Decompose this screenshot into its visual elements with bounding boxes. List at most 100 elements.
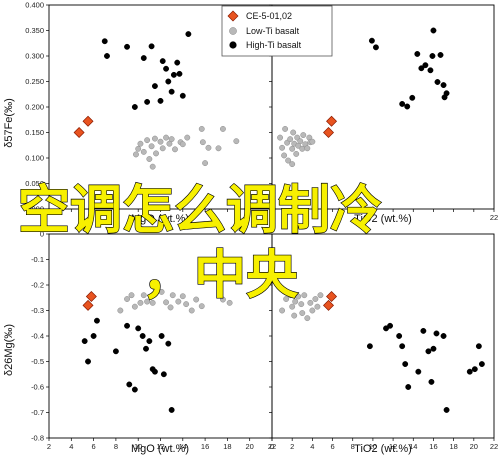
x-tick-label: 14 <box>409 442 417 451</box>
point-low-ti-basalt <box>169 292 176 299</box>
y-tick-label: -0.1 <box>31 255 44 264</box>
xlabel-bottom-right: TiO2 (wt.%) <box>354 443 412 455</box>
legend-label-high-ti: High-Ti basalt <box>246 40 302 50</box>
point-low-ti-basalt <box>151 290 158 297</box>
point-low-ti-basalt <box>287 292 294 299</box>
legend-label-ce5: CE-5-01,02 <box>246 11 292 21</box>
point-high-ti-basalt <box>131 104 138 110</box>
point-high-ti-basalt <box>139 333 146 339</box>
y-tick-label: 0.000 <box>25 205 44 214</box>
point-low-ti-basalt <box>188 307 195 314</box>
point-low-ti-basalt <box>299 310 306 316</box>
point-high-ti-basalt <box>160 371 167 378</box>
point-high-ti-basalt <box>366 343 373 350</box>
point-low-ti-basalt <box>137 140 144 147</box>
xlabel-top-right: TiO2 (wt.%) <box>354 213 412 225</box>
point-low-ti-basalt <box>282 125 289 132</box>
point-low-ti-basalt <box>279 144 286 151</box>
y-tick-label: -0.2 <box>31 281 44 290</box>
point-high-ti-basalt <box>440 82 447 89</box>
point-low-ti-basalt <box>144 298 151 305</box>
point-high-ti-basalt <box>415 368 422 375</box>
point-low-ti-basalt <box>300 132 307 139</box>
point-high-ti-basalt <box>124 322 131 329</box>
point-low-ti-basalt <box>144 137 151 144</box>
point-low-ti-basalt <box>215 145 222 152</box>
point-high-ti-basalt <box>427 67 434 74</box>
point-low-ti-basalt <box>140 148 147 155</box>
point-high-ti-basalt <box>466 368 473 375</box>
point-low-ti-basalt <box>298 301 305 308</box>
overlay-text-line1: 空调怎么调制冷 <box>18 181 382 241</box>
y-tick-label: 0.300 <box>25 52 44 61</box>
point-low-ti-basalt <box>226 299 233 306</box>
y-tick-label: 0.100 <box>25 154 44 163</box>
point-low-ti-basalt <box>301 292 308 299</box>
x-tick-label: 8 <box>114 442 118 451</box>
legend: CE-5-01,02 Low-Ti basalt High-Ti basalt <box>221 5 333 57</box>
point-ce-5-01-02 <box>85 290 97 302</box>
point-low-ti-basalt <box>149 163 156 170</box>
point-high-ti-basalt <box>143 345 149 352</box>
point-ce-5-01-02 <box>82 299 94 311</box>
y-tick-label: -0.7 <box>31 408 44 417</box>
x-tick-label: 8 <box>351 442 355 451</box>
plot-frame <box>271 233 495 439</box>
point-high-ti-basalt <box>409 94 416 101</box>
point-low-ti-basalt <box>307 299 314 306</box>
y-tick-label: -0.4 <box>31 332 44 341</box>
point-high-ti-basalt <box>405 384 412 390</box>
point-low-ti-basalt <box>175 298 182 305</box>
point-high-ti-basalt <box>471 366 478 373</box>
point-low-ti-basalt <box>293 150 300 157</box>
point-high-ti-basalt <box>124 43 131 50</box>
x-tick-label: 0 <box>270 442 274 451</box>
point-high-ti-basalt <box>185 31 192 38</box>
point-low-ti-basalt <box>148 143 155 150</box>
point-low-ti-basalt <box>205 144 212 151</box>
point-high-ti-basalt <box>104 53 110 59</box>
y-tick-label: 0.250 <box>25 77 44 86</box>
point-low-ti-basalt <box>289 145 296 152</box>
point-high-ti-basalt <box>418 65 425 72</box>
point-high-ti-basalt <box>168 407 175 413</box>
point-low-ti-basalt <box>163 299 170 306</box>
point-high-ti-basalt <box>475 343 482 350</box>
point-high-ti-basalt <box>440 333 447 339</box>
x-tick-label: 6 <box>92 442 96 451</box>
point-low-ti-basalt <box>279 307 286 314</box>
x-tick-label: 4 <box>310 442 314 451</box>
point-high-ti-basalt <box>420 327 427 334</box>
point-low-ti-basalt <box>281 152 288 159</box>
point-high-ti-basalt <box>90 333 97 339</box>
point-high-ti-basalt <box>414 51 421 57</box>
x-tick-label: 4 <box>69 442 73 451</box>
point-low-ti-basalt <box>117 307 124 314</box>
y-tick-label: 0.150 <box>25 128 44 137</box>
point-low-ti-basalt <box>292 298 299 305</box>
y-tick-label: 0.400 <box>25 1 44 10</box>
point-high-ti-basalt <box>165 78 172 85</box>
xlabel-top-left: MgO (wt.%) <box>131 213 189 225</box>
point-low-ti-basalt <box>157 138 164 145</box>
ylabel-bottom: δ26Mg(‰) <box>3 324 15 376</box>
x-tick-label: 6 <box>330 442 334 451</box>
x-tick-label: 10 <box>369 442 377 451</box>
x-tick-label: 18 <box>449 442 457 451</box>
point-low-ti-basalt <box>159 145 166 152</box>
point-high-ti-basalt <box>437 52 444 58</box>
point-low-ti-basalt <box>193 296 200 303</box>
point-high-ti-basalt <box>146 338 153 345</box>
point-high-ti-basalt <box>159 58 166 65</box>
point-ce-5-01-02 <box>73 127 85 138</box>
point-low-ti-basalt <box>133 151 139 158</box>
point-low-ti-basalt <box>287 136 294 143</box>
x-tick-label: 2 <box>290 442 294 451</box>
point-low-ti-basalt <box>199 139 206 146</box>
point-low-ti-basalt <box>131 303 138 310</box>
point-high-ti-basalt <box>399 343 406 350</box>
x-tick-label: 2 <box>47 442 51 451</box>
point-ce-5-01-02 <box>326 290 338 302</box>
point-low-ti-basalt <box>158 288 165 295</box>
y-tick-label: 0 <box>40 230 44 239</box>
